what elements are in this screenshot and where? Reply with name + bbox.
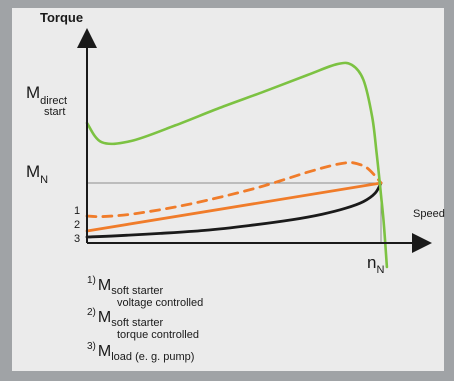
legend-item-2-line2: torque controlled (117, 329, 199, 341)
y-tick-m-direct-start-line2: start (44, 106, 65, 118)
legend-item-3: 3) Mload (e. g. pump) (87, 341, 194, 363)
curve-marker-2: 2 (74, 219, 80, 231)
curve-1 (85, 161, 383, 219)
legend-item-1-line2: voltage controlled (117, 297, 203, 309)
y-tick-m-direct-start: Mdirect (26, 83, 67, 107)
legend-item-1: 1) Msoft starter (87, 275, 164, 297)
y-axis-label: Torque (40, 10, 83, 25)
curve-marker-3: 3 (74, 233, 80, 245)
curve-2 (85, 181, 383, 233)
chart-panel (12, 8, 444, 371)
legend: 1) Msoft starter voltage controlled 2) Mso… (87, 275, 203, 363)
x-axis-label: Speed (413, 208, 445, 220)
y-tick-m-n: MN (26, 162, 48, 186)
curve-marker-1: 1 (74, 205, 80, 217)
x-tick-n-n: nN (367, 253, 384, 276)
curves (85, 61, 389, 269)
curve-3 (85, 181, 383, 239)
curve-direct (85, 61, 389, 269)
legend-item-2: 2) Msoft starter (87, 307, 164, 329)
